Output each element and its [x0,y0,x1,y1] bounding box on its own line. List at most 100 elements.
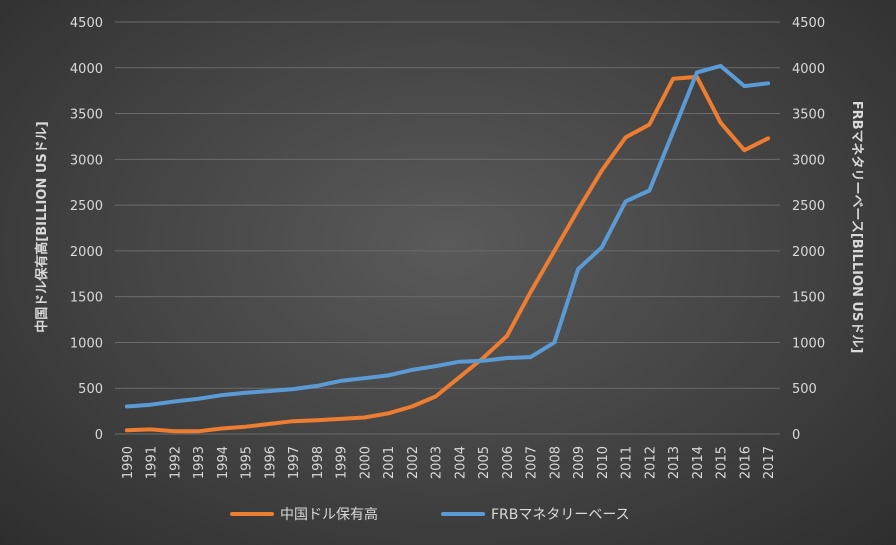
data-point [482,357,484,359]
right-y-tick-label: 2500 [792,199,825,214]
right-y-tick-label: 4500 [792,16,825,31]
left-y-tick-label: 1000 [70,336,103,351]
left-y-tick-label: 4000 [70,62,103,77]
data-point [197,430,199,433]
data-point [719,65,722,67]
data-point [339,418,342,420]
data-point [601,246,603,249]
legend-label-frb: FRBマネタリーベース [491,507,630,523]
left-y-tick-label: 2000 [70,245,103,260]
data-point [387,412,389,415]
data-point [553,250,556,252]
data-point [577,208,579,211]
left-y-axis-title: 中国ドル保有高[BILLION USドル] [34,121,50,332]
data-point [553,341,556,344]
x-tick-label: 1995 [240,446,255,479]
left-y-tick-label: 500 [78,382,103,397]
x-tick-label: 1999 [335,446,350,479]
data-point [197,397,199,400]
right-y-axis-title: FRBマネタリーベース[BILLION USドル] [849,101,864,354]
data-point [648,189,651,192]
x-tick-label: 2015 [715,446,730,479]
data-point [268,390,271,392]
gridlines [115,21,780,435]
data-point [506,357,508,359]
data-point [149,428,152,431]
data-point [577,268,579,271]
x-tick-label: 2014 [691,446,706,479]
x-tick-label: 2010 [596,446,611,479]
right-y-tick-label: 4000 [792,62,825,77]
data-point [363,377,366,379]
data-point [696,71,698,74]
series-points-1 [126,65,769,408]
data-point [316,419,318,422]
left-y-tick-label: 3000 [70,153,103,168]
data-point [149,403,152,406]
data-point [126,405,128,408]
data-point [221,427,223,430]
data-point [339,380,342,382]
data-point [268,423,271,425]
right-y-axis-ticks: 0 500 1000 1500 2000 2500 3000 3500 4000 4500 [792,16,825,443]
series-points-0 [126,76,769,433]
data-point [292,420,294,422]
series-lines [124,63,771,434]
right-y-tick-label: 2000 [792,245,825,260]
data-point [363,416,366,419]
x-tick-label: 1998 [311,446,326,479]
series-line-1 [124,63,771,409]
left-y-tick-label: 1500 [70,291,103,306]
data-point [411,405,413,408]
legend: 中国ドル保有高 FRBマネタリーベース [230,506,630,523]
data-point [529,291,532,293]
data-point [434,395,437,398]
x-tick-label: 1994 [216,446,231,479]
data-point [743,149,746,151]
x-tick-label: 1990 [121,446,136,479]
data-point [244,392,247,394]
data-point [529,356,532,358]
x-tick-label: 2011 [620,446,635,479]
data-point [506,335,508,337]
data-point [672,131,674,133]
data-point [624,200,627,203]
left-y-tick-label: 0 [95,428,103,443]
data-point [482,359,484,362]
data-point [173,430,176,433]
x-tick-label: 2003 [430,446,445,479]
data-point [221,394,223,396]
x-tick-label: 2004 [453,446,468,479]
x-tick-label: 2012 [643,446,658,479]
left-y-tick-label: 3500 [70,108,103,123]
data-point [292,388,294,390]
data-point [719,121,722,124]
series-line-0 [124,74,771,434]
data-point [387,374,389,377]
data-point [624,136,627,139]
data-point [672,77,674,80]
data-point [316,385,318,387]
x-tick-label: 2006 [501,446,516,479]
data-point [126,429,128,432]
data-point [458,376,461,379]
right-y-tick-label: 3000 [792,153,825,168]
x-tick-label: 2001 [382,446,397,479]
x-tick-label: 1997 [287,446,302,479]
right-y-tick-label: 3500 [792,108,825,123]
data-point [173,400,176,403]
x-tick-label: 2005 [477,446,492,479]
x-tick-label: 2002 [406,446,421,479]
data-point [767,137,769,140]
x-tick-label: 2016 [738,446,753,479]
right-y-tick-label: 1500 [792,291,825,306]
x-tick-label: 1993 [192,446,207,479]
x-tick-label: 2008 [548,446,563,479]
left-y-tick-label: 2500 [70,199,103,214]
x-tick-label: 1996 [263,446,278,479]
x-tick-label: 2009 [572,446,587,479]
left-y-tick-label: 4500 [70,16,103,31]
x-tick-label: 2007 [525,446,540,479]
data-point [411,369,413,371]
